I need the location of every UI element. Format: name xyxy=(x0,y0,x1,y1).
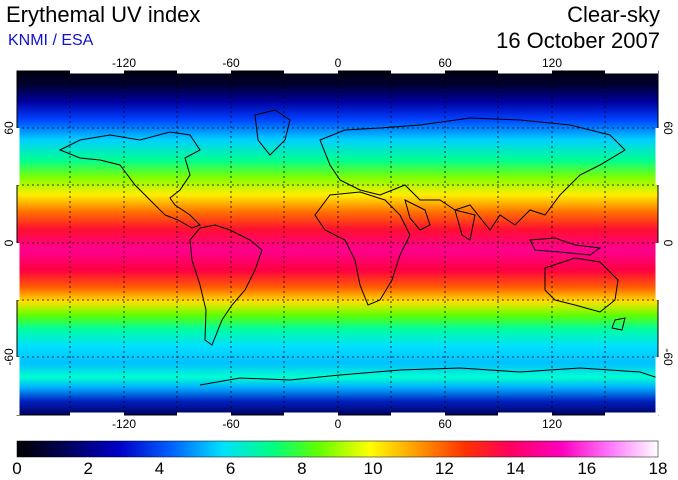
colorbar-tick-label: 10 xyxy=(364,459,383,478)
lon-tick-top: -120 xyxy=(112,56,136,70)
lat-tick-left: 0 xyxy=(2,239,16,246)
map-date: 16 October 2007 xyxy=(496,28,660,53)
colorbar-tick-label: 12 xyxy=(435,459,454,478)
map-title: Erythemal UV index xyxy=(6,2,201,27)
lat-tick-right: 60 xyxy=(661,121,675,135)
lon-tick-top: -60 xyxy=(222,56,240,70)
lat-tick-left: -60 xyxy=(2,348,16,366)
colorbar xyxy=(16,440,659,458)
graticule xyxy=(17,71,658,415)
colorbar-tick-label: 14 xyxy=(506,459,525,478)
colorbar-tick-label: 8 xyxy=(297,459,306,478)
lon-tick-top: 120 xyxy=(542,56,562,70)
colorbar-tick-label: 6 xyxy=(226,459,235,478)
colorbar-ticks: 0 2 4 6 8 10 12 14 16 18 xyxy=(12,459,667,478)
colorbar-tick-label: 2 xyxy=(83,459,92,478)
map-subtitle: KNMI / ESA xyxy=(8,32,94,49)
coastlines xyxy=(58,109,659,386)
lat-tick-right: 0 xyxy=(661,240,675,247)
lon-tick-bottom: 60 xyxy=(438,417,452,431)
sky-condition: Clear-sky xyxy=(567,2,660,27)
frame-border-marks xyxy=(16,70,659,416)
colorbar-tick-label: 0 xyxy=(12,459,21,478)
lon-tick-bottom: -60 xyxy=(222,417,240,431)
lat-tick-left: 60 xyxy=(2,121,16,135)
colorbar-tick-label: 4 xyxy=(155,459,164,478)
lon-tick-bottom: 120 xyxy=(542,417,562,431)
colorbar-tick-label: 18 xyxy=(649,459,668,478)
lon-tick-top: 60 xyxy=(438,56,452,70)
lon-tick-top: 0 xyxy=(335,56,342,70)
lon-tick-bottom: -120 xyxy=(112,417,136,431)
lon-tick-bottom: 0 xyxy=(335,417,342,431)
lat-tick-right: -60 xyxy=(661,348,675,366)
colorbar-tick-label: 16 xyxy=(577,459,596,478)
